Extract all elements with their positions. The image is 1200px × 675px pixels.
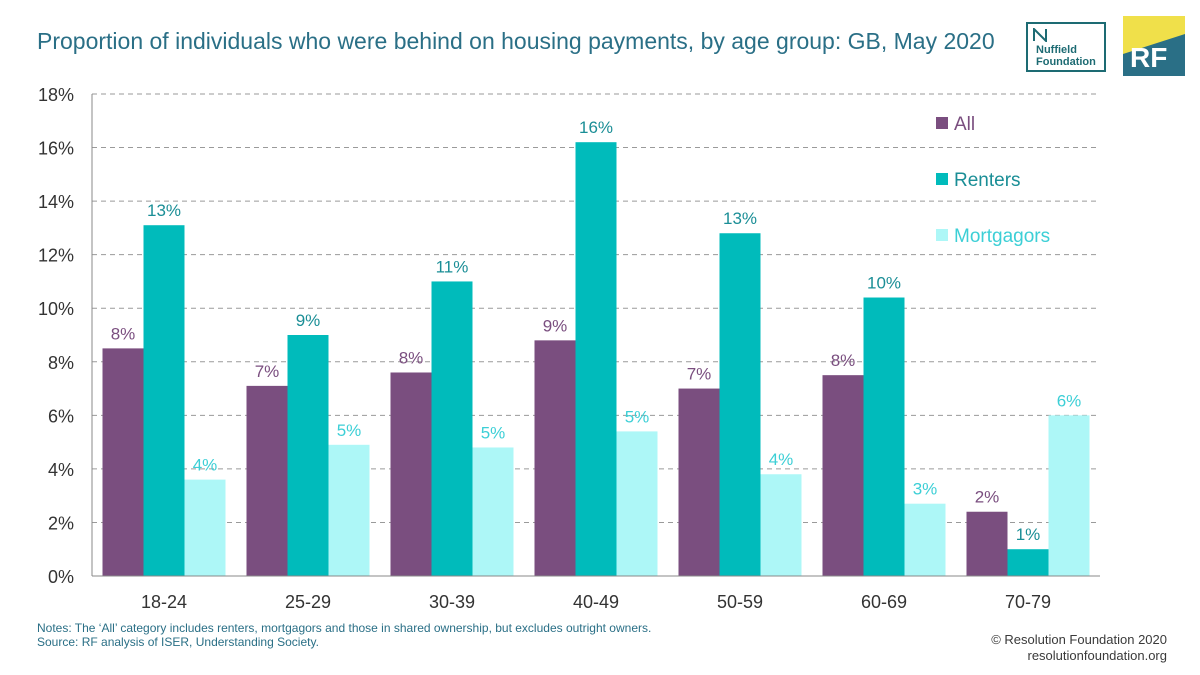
x-tick-label: 60-69 [861,592,907,612]
data-label: 7% [255,362,280,381]
bar [616,431,658,576]
nuffield-mark-icon [1033,28,1047,42]
bar [328,444,370,576]
bar [431,281,473,576]
nuffield-logo-line1: Nuffield [1036,44,1077,56]
bar [1007,549,1049,576]
legend-label: Renters [954,170,1021,191]
data-labels: 8% 7% 8% 9% 7% 8% 2% 13% 9% 11% 16% 13% 10% 1% 4% 5% 5% 5… [111,118,1082,544]
x-axis: 18-24 25-29 30-39 40-49 50-59 60-69 70-79 [91,94,1100,612]
y-tick-label: 16% [38,139,74,159]
data-label: 13% [147,201,181,220]
website-text: resolutionfoundation.org [1027,648,1168,663]
resolution-foundation-logo: RF [1123,16,1185,76]
bar [1048,415,1090,576]
data-label: 8% [831,351,856,370]
data-label: 9% [543,316,568,335]
legend-label: Mortgagors [954,226,1050,247]
y-tick-label: 2% [48,513,74,533]
legend-label: All [954,114,975,135]
data-label: 5% [481,423,506,442]
source-text: Source: RF analysis of ISER, Understandi… [37,635,319,649]
y-tick-label: 12% [38,246,74,266]
chart-title: Proportion of individuals who were behin… [37,28,995,54]
chart-notes: Notes: The ‘All’ category includes rente… [37,621,651,649]
bar [287,335,329,576]
rf-accent-icon [1123,16,1185,54]
data-label: 9% [296,311,321,330]
x-tick-label: 40-49 [573,592,619,612]
data-label: 11% [436,257,469,276]
x-tick-label: 25-29 [285,592,331,612]
y-tick-label: 8% [48,353,74,373]
bar [863,297,905,576]
data-label: 5% [625,407,650,426]
nuffield-foundation-logo: Nuffield Foundation [1026,22,1106,72]
y-tick-label: 6% [48,406,74,426]
data-label: 1% [1016,525,1041,544]
data-label: 8% [399,348,424,367]
bar [184,479,226,576]
y-axis: 0% 2% 4% 6% 8% 10% 12% 14% 16% 18% [38,85,74,587]
data-label: 16% [579,118,613,137]
bar [966,511,1008,576]
x-tick-label: 30-39 [429,592,475,612]
data-label: 2% [975,488,1000,507]
y-tick-label: 0% [48,567,74,587]
bar [678,388,720,576]
legend: All Renters Mortgagors [936,114,1050,247]
data-label: 13% [723,209,757,228]
legend-swatch [936,117,948,129]
bar [102,348,144,576]
data-label: 4% [193,456,218,475]
bar [246,385,288,576]
x-tick-label: 50-59 [717,592,763,612]
y-tick-label: 18% [38,85,74,105]
credit: © Resolution Foundation 2020 resolutionf… [991,632,1167,664]
bars [102,142,1090,576]
notes-text: Notes: The ‘All’ category includes rente… [37,621,652,635]
x-tick-label: 70-79 [1005,592,1051,612]
bar [760,474,802,576]
legend-swatch [936,173,948,185]
data-label: 10% [867,274,901,293]
nuffield-logo-line2: Foundation [1036,56,1096,68]
bar [904,503,946,576]
bar [822,375,864,576]
data-label: 4% [769,450,794,469]
data-label: 8% [111,324,136,343]
bar [534,340,576,576]
data-label: 6% [1057,391,1082,410]
bar [472,447,514,576]
data-label: 3% [913,480,938,499]
y-tick-label: 10% [38,299,74,319]
legend-swatch [936,229,948,241]
rf-logo-text: RF [1130,42,1168,73]
data-label: 5% [337,421,362,440]
bar [575,142,617,576]
bar [390,372,432,576]
bar [143,225,185,576]
copyright-text: © Resolution Foundation 2020 [991,632,1167,647]
bar [719,233,761,576]
x-tick-label: 18-24 [141,592,187,612]
y-tick-label: 14% [38,192,74,212]
y-tick-label: 4% [48,460,74,480]
data-label: 7% [687,365,712,384]
